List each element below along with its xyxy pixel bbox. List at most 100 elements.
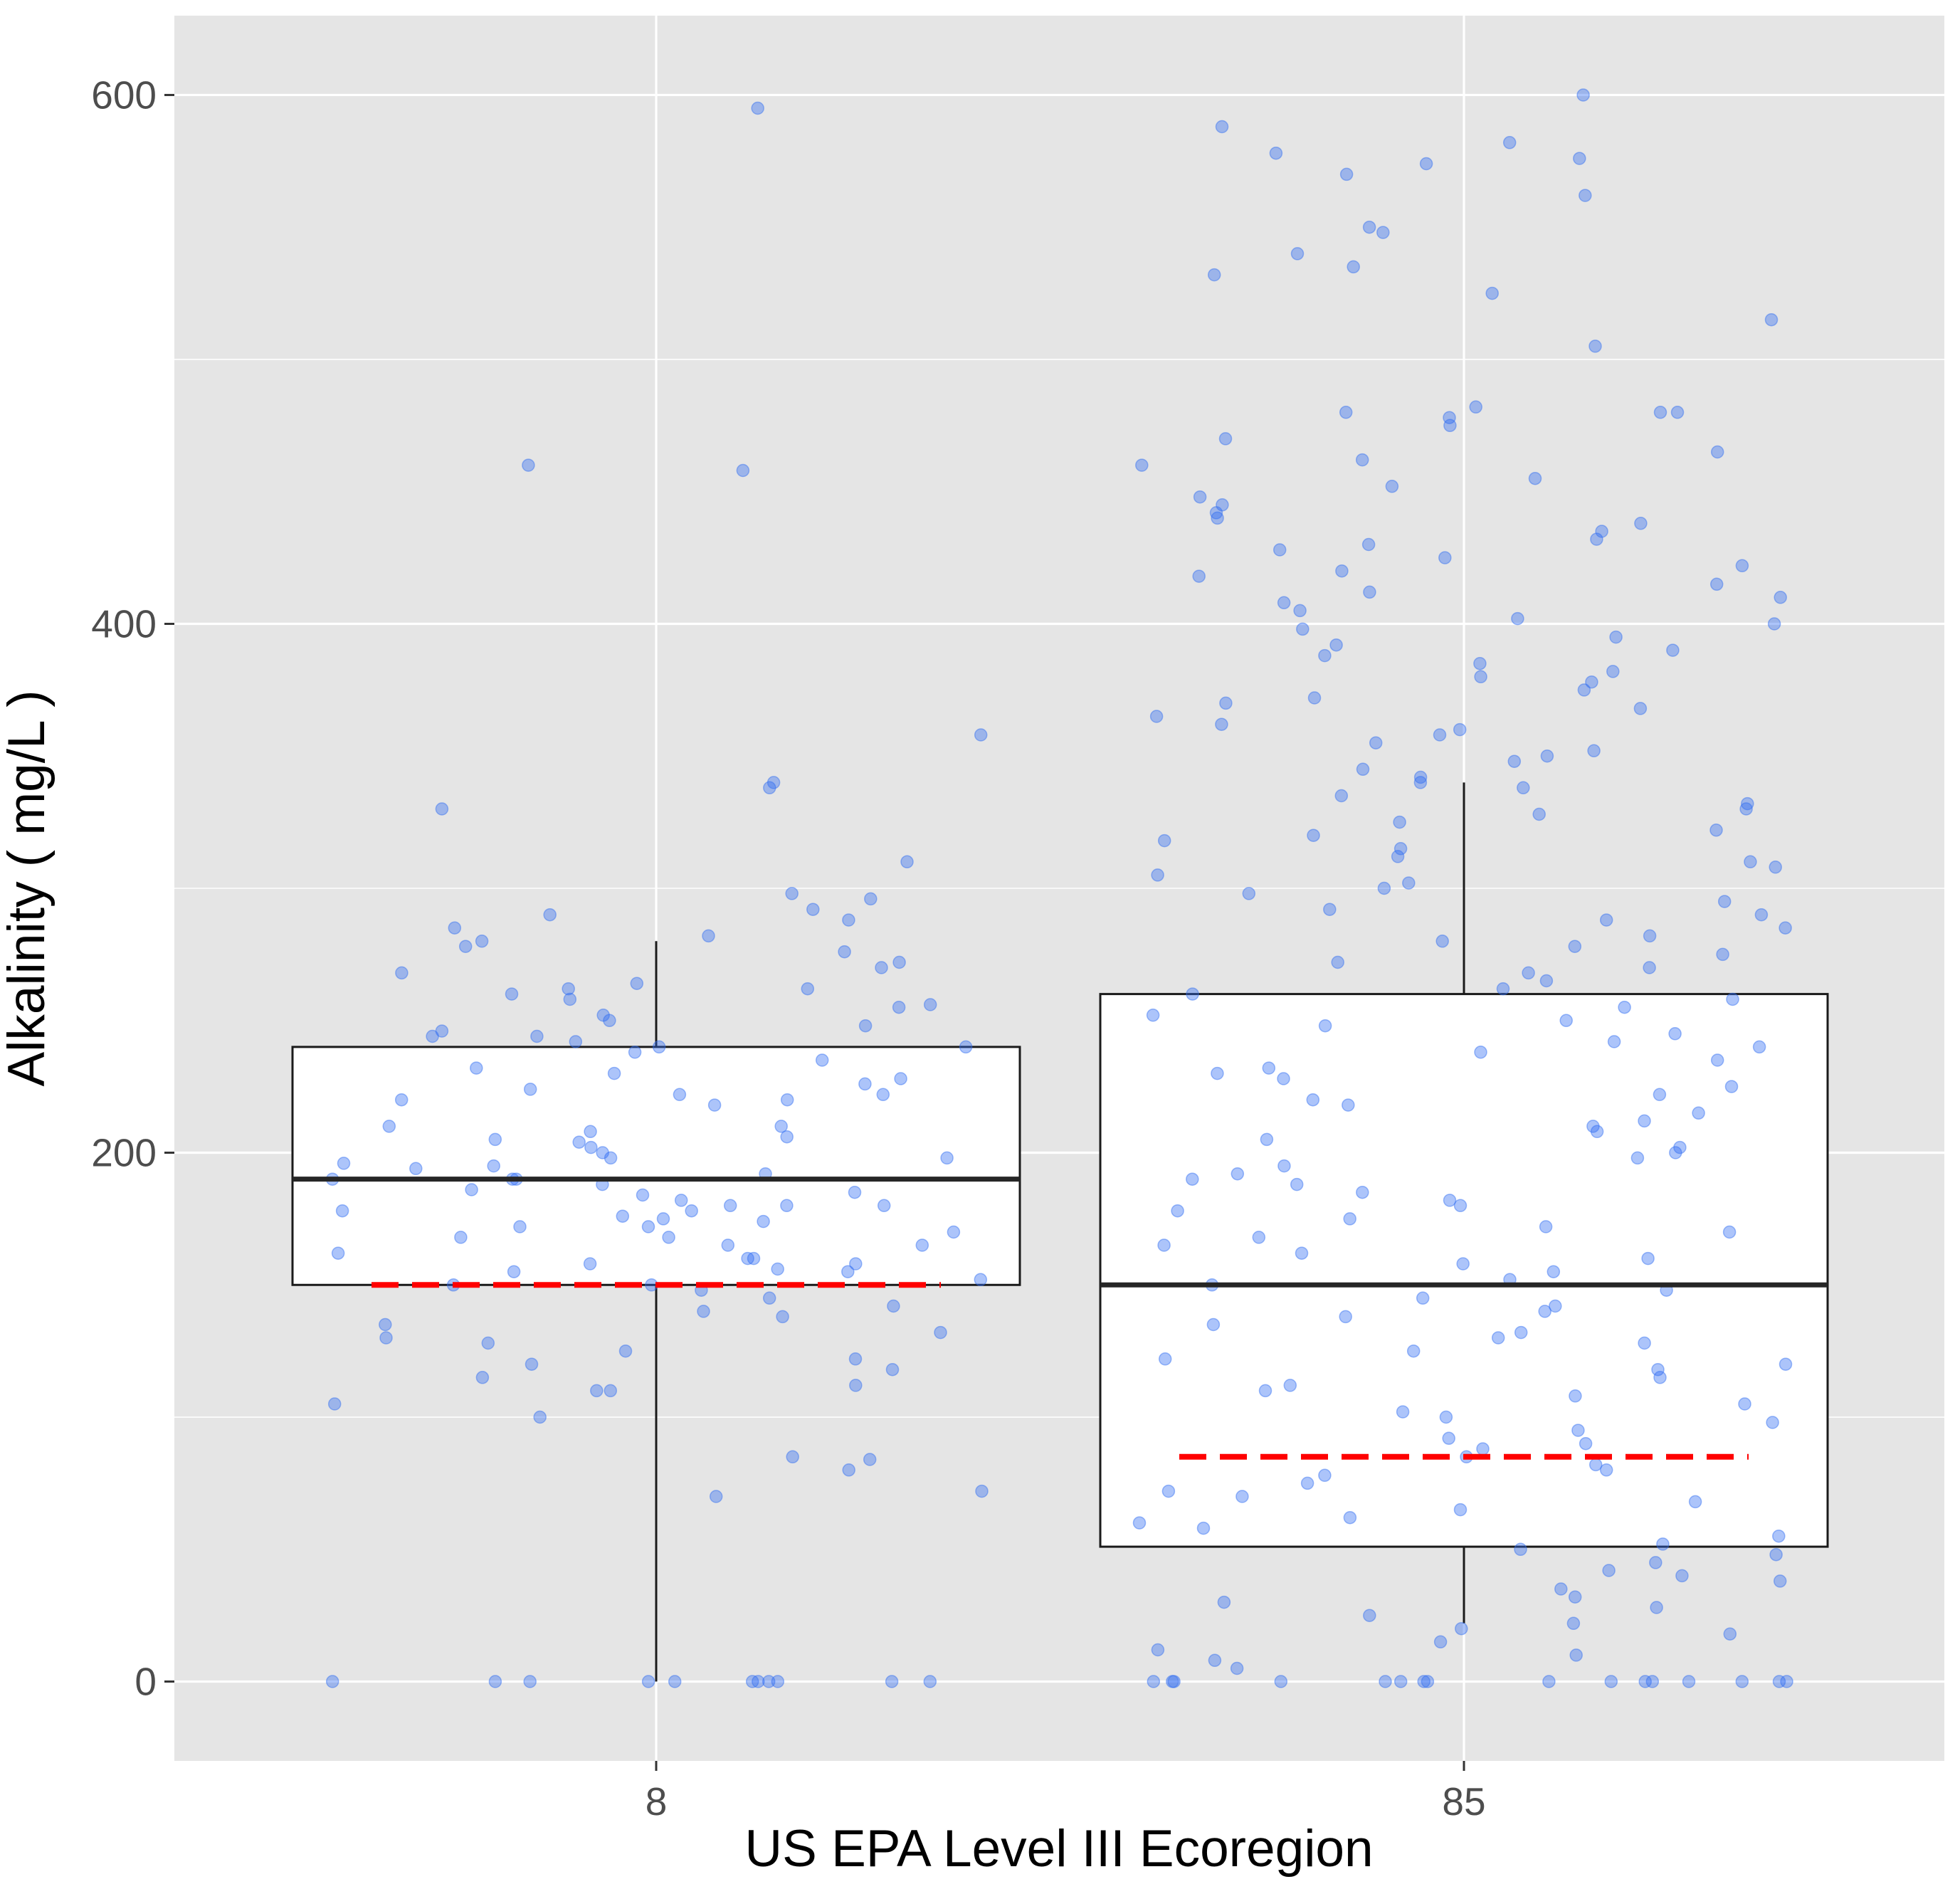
x-tick-label: 85	[1442, 1779, 1485, 1824]
data-point	[1539, 1220, 1553, 1233]
data-point	[1547, 1265, 1561, 1278]
data-point	[1443, 1194, 1457, 1207]
data-point	[1752, 1040, 1766, 1054]
data-point	[335, 1204, 349, 1218]
data-point	[745, 1675, 759, 1688]
data-point	[1396, 1405, 1410, 1419]
data-point	[842, 913, 855, 927]
data-point	[1638, 1675, 1652, 1688]
data-point	[1514, 1325, 1528, 1340]
data-point	[1323, 903, 1337, 916]
data-point	[774, 1120, 788, 1133]
data-point	[762, 1291, 776, 1305]
y-tick-label: 200	[91, 1131, 157, 1175]
data-point	[1653, 1088, 1667, 1102]
data-point	[1347, 260, 1360, 274]
data-point	[697, 1305, 710, 1318]
data-point	[475, 935, 489, 948]
data-point	[685, 1204, 698, 1218]
data-point	[1421, 1675, 1435, 1688]
data-point	[1688, 1495, 1702, 1509]
data-point	[959, 1040, 973, 1054]
data-point	[1710, 445, 1724, 459]
grid-lines	[174, 16, 1944, 1761]
data-point	[723, 1199, 737, 1213]
data-point	[707, 1098, 722, 1112]
data-point	[1362, 220, 1376, 234]
data-point	[1528, 471, 1542, 485]
data-point	[1171, 1204, 1184, 1218]
data-point	[604, 1151, 618, 1165]
data-point	[1586, 1120, 1600, 1133]
data-point	[337, 1157, 351, 1170]
data-point	[887, 1299, 900, 1313]
data-point	[786, 1450, 799, 1464]
data-point	[1363, 1609, 1376, 1622]
data-point	[1193, 490, 1207, 504]
data-point	[915, 1238, 929, 1252]
data-point	[1602, 1564, 1616, 1577]
data-point	[1666, 643, 1680, 657]
data-point	[1641, 1251, 1655, 1266]
data-point	[1540, 749, 1554, 763]
data-point	[1633, 702, 1648, 715]
data-point	[858, 1077, 872, 1091]
data-point	[1542, 1675, 1556, 1688]
data-point	[618, 1344, 633, 1358]
data-point	[1669, 1146, 1682, 1159]
data-point	[1735, 1675, 1749, 1688]
data-point	[1643, 961, 1656, 974]
data-point	[1269, 146, 1283, 160]
data-point	[1469, 400, 1482, 414]
data-point	[454, 1231, 468, 1244]
data-point	[1522, 966, 1535, 980]
data-point	[1295, 1246, 1309, 1260]
data-point	[858, 1019, 873, 1033]
data-point	[1485, 286, 1499, 300]
data-point	[1186, 987, 1199, 1001]
data-point	[974, 1273, 988, 1287]
data-point	[379, 1331, 393, 1345]
data-point	[1151, 868, 1164, 882]
data-point	[1208, 1653, 1222, 1668]
data-point	[1335, 564, 1349, 578]
data-point	[848, 1352, 863, 1366]
data-point	[1342, 1098, 1355, 1112]
data-point	[841, 1265, 855, 1278]
data-point	[1590, 1125, 1604, 1139]
data-point	[1643, 929, 1657, 943]
data-point	[875, 961, 888, 974]
data-point	[470, 1061, 483, 1075]
data-point	[1439, 1410, 1453, 1424]
data-point	[940, 1151, 954, 1165]
data-point	[1717, 895, 1732, 908]
data-point	[426, 1029, 439, 1043]
data-point	[1549, 1299, 1562, 1313]
data-point	[1692, 1106, 1705, 1120]
data-point	[1318, 1468, 1332, 1483]
data-point	[1147, 1675, 1161, 1688]
data-point	[1262, 1061, 1276, 1075]
data-point	[1151, 1643, 1165, 1657]
data-point	[766, 776, 781, 789]
data-point	[1599, 913, 1613, 927]
data-point	[1217, 1595, 1231, 1609]
data-point	[674, 1194, 688, 1207]
data-point	[741, 1251, 754, 1266]
data-point	[603, 1014, 616, 1028]
data-point	[1554, 1582, 1568, 1596]
data-point	[641, 1220, 655, 1233]
data-point	[1709, 577, 1724, 591]
data-point	[652, 1040, 666, 1054]
data-point	[1306, 1093, 1320, 1107]
data-point	[530, 1029, 544, 1043]
data-point	[562, 982, 575, 996]
data-point	[435, 1024, 449, 1038]
data-point	[1599, 1463, 1613, 1477]
data-point	[1474, 1046, 1487, 1059]
data-point	[780, 1093, 794, 1107]
data-point	[785, 887, 799, 900]
data-point	[1149, 710, 1164, 723]
data-point	[543, 907, 557, 922]
data-point	[507, 1265, 521, 1278]
